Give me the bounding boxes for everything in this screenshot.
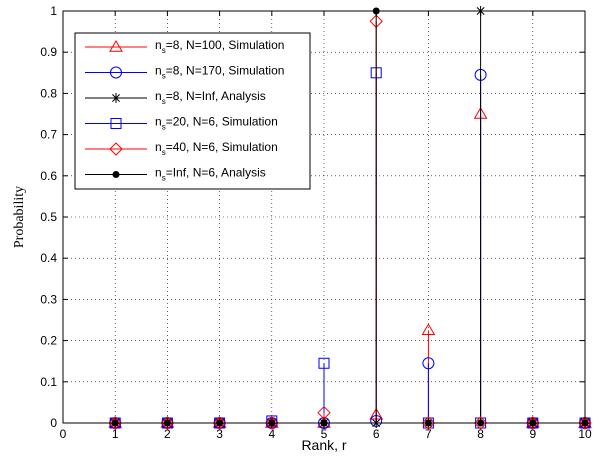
data-point-diamond bbox=[265, 416, 279, 430]
data-point-circle bbox=[422, 357, 435, 370]
data-point-diamond bbox=[108, 416, 122, 430]
legend-label-main: n bbox=[155, 64, 162, 78]
y-tick-label: 0.9 bbox=[40, 45, 57, 59]
x-tick-label: 2 bbox=[164, 427, 171, 441]
legend-label: ns=20, N=6, Simulation bbox=[155, 115, 278, 132]
legend-label-main: n bbox=[155, 89, 162, 103]
y-tick-label: 0.5 bbox=[40, 210, 57, 224]
legend-label-sub: s bbox=[162, 46, 166, 55]
data-point-diamond bbox=[526, 416, 540, 430]
legend-label-main: n bbox=[155, 166, 162, 180]
y-axis-label: Probability bbox=[12, 186, 27, 248]
y-tick-label: 0.4 bbox=[40, 251, 57, 265]
x-tick-label: 8 bbox=[477, 427, 484, 441]
legend-label-sub: s bbox=[162, 123, 166, 132]
legend-entry: ns=40, N=6, Simulation bbox=[85, 140, 278, 157]
x-tick-label: 4 bbox=[268, 427, 275, 441]
legend-label-sub: s bbox=[162, 174, 166, 183]
x-tick-label: 1 bbox=[112, 427, 119, 441]
legend-marker-diamond bbox=[109, 142, 123, 156]
x-tick-label: 10 bbox=[578, 427, 592, 441]
legend-label-rest: =20, N=6, Simulation bbox=[166, 115, 278, 129]
legend-label-sub: s bbox=[162, 148, 166, 157]
x-tick-label: 3 bbox=[216, 427, 223, 441]
legend-label-rest: =8, N=170, Simulation bbox=[166, 64, 285, 78]
y-tick-label: 1 bbox=[50, 4, 57, 18]
legend-entry: ns=8, N=Inf, Analysis bbox=[85, 89, 266, 106]
legend-marker-circle bbox=[110, 66, 122, 79]
data-point-diamond bbox=[212, 416, 227, 430]
x-tick-label: 5 bbox=[321, 427, 328, 441]
data-point-triangle bbox=[421, 323, 436, 335]
legend-label-main: n bbox=[155, 38, 162, 52]
legend-label: ns=8, N=170, Simulation bbox=[155, 64, 284, 81]
legend-marker-dot bbox=[112, 171, 120, 178]
data-point-diamond bbox=[473, 416, 488, 430]
legend-label-rest: =8, N=Inf, Analysis bbox=[166, 89, 266, 103]
legend-label-main: n bbox=[155, 115, 162, 129]
legend-label-sub: s bbox=[162, 72, 166, 81]
x-tick-label: 9 bbox=[529, 427, 536, 441]
legend-label: ns=Inf, N=6, Analysis bbox=[155, 166, 266, 183]
legend-marker-triangle bbox=[109, 40, 123, 52]
x-tick-label: 0 bbox=[60, 427, 67, 441]
legend-entry: ns=20, N=6, Simulation bbox=[85, 115, 278, 132]
legend-marker-asterisk bbox=[111, 93, 121, 103]
x-tick-label: 6 bbox=[373, 427, 380, 441]
legend-label-main: n bbox=[155, 140, 162, 154]
data-point-square bbox=[318, 357, 330, 369]
legend-label: ns=40, N=6, Simulation bbox=[155, 140, 278, 157]
y-tick-label: 0.8 bbox=[40, 86, 57, 100]
y-tick-label: 0.3 bbox=[40, 292, 57, 306]
x-axis-label: Rank, r bbox=[301, 437, 346, 453]
legend-label-rest: =Inf, N=6, Analysis bbox=[166, 166, 266, 180]
axis-ticks: 0 1 2 3 4 5 6 7 8 9 10 0 0.1 0.2 0.3 0.4 0.5 0.6 0.7 0.8 0.9… bbox=[40, 4, 592, 441]
data-point-diamond bbox=[578, 416, 592, 430]
legend-label: ns=8, N=100, Simulation bbox=[155, 38, 284, 55]
x-tick-label: 7 bbox=[425, 427, 432, 441]
legend-label-sub: s bbox=[162, 97, 166, 106]
legend-entry: ns=Inf, N=6, Analysis bbox=[85, 166, 266, 183]
y-tick-label: 0.2 bbox=[40, 334, 57, 348]
y-tick-label: 0.7 bbox=[40, 128, 57, 142]
legend-box bbox=[74, 32, 311, 190]
y-tick-label: 0.1 bbox=[40, 375, 57, 389]
y-tick-label: 0.6 bbox=[40, 169, 57, 183]
legend-label: ns=8, N=Inf, Analysis bbox=[155, 89, 266, 106]
legend-marker-square bbox=[110, 118, 122, 129]
legend-label-rest: =8, N=100, Simulation bbox=[166, 38, 285, 52]
data-point-diamond bbox=[421, 416, 436, 430]
legend-label-rest: =40, N=6, Simulation bbox=[166, 140, 278, 154]
legend-entry: ns=8, N=170, Simulation bbox=[85, 64, 284, 81]
legend-entry: ns=8, N=100, Simulation bbox=[85, 38, 284, 55]
data-point-diamond bbox=[160, 416, 175, 430]
y-tick-label: 0 bbox=[50, 416, 57, 430]
